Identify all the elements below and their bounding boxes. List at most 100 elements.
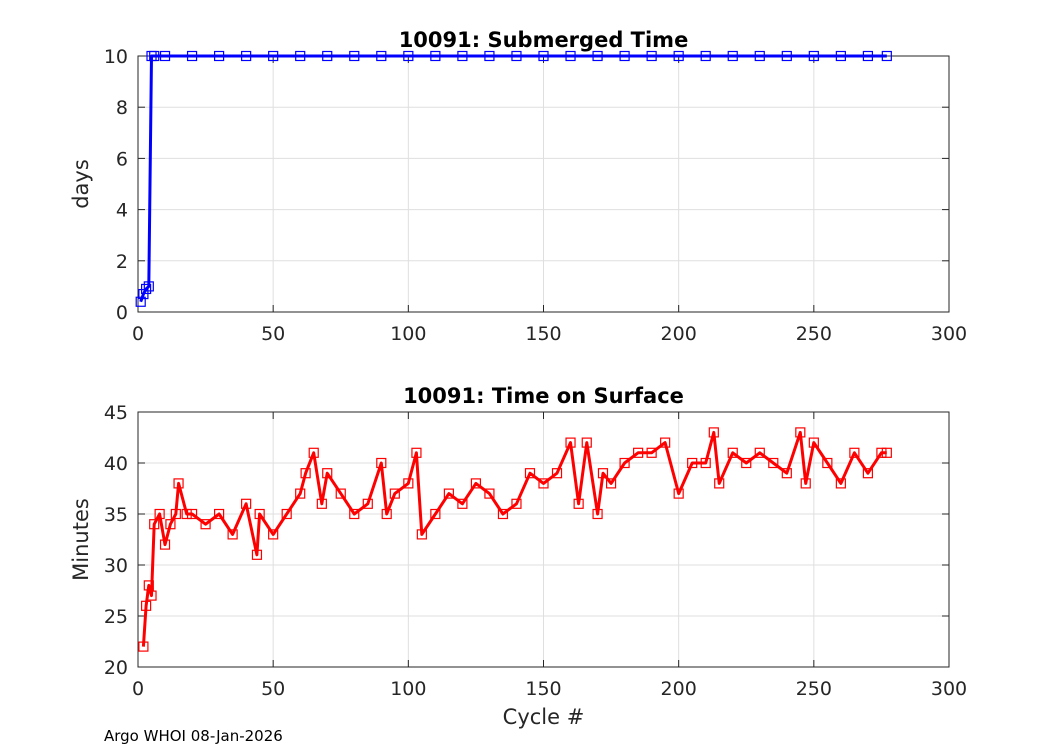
bottom-y-tick-label: 30	[104, 555, 128, 577]
top-data-point	[592, 50, 603, 62]
bottom-x-tick-label: 200	[661, 678, 697, 700]
top-data-point	[214, 50, 225, 62]
bottom-data-point	[268, 529, 279, 540]
top-data-point	[727, 50, 738, 62]
bottom-data-point	[457, 498, 468, 509]
bottom-data-point	[581, 437, 592, 448]
top-x-tick-label: 200	[661, 323, 697, 345]
bottom-data-point	[165, 519, 176, 530]
top-data-point	[159, 50, 171, 62]
top-data-point	[673, 50, 684, 62]
bottom-y-tick-label: 25	[104, 606, 128, 628]
top-data-point	[143, 281, 154, 292]
bottom-data-point	[159, 539, 171, 550]
bottom-data-point	[416, 529, 427, 540]
bottom-data-point	[149, 519, 160, 530]
bottom-data-point	[362, 498, 373, 509]
top-x-tick-label: 50	[261, 323, 285, 345]
top-y-tick-label: 10	[104, 46, 128, 68]
bottom-data-point	[143, 580, 154, 591]
bottom-data-point	[214, 508, 225, 520]
bottom-x-tick-label: 150	[525, 678, 561, 700]
bottom-data-point	[470, 478, 482, 489]
top-y-axis-label: days	[69, 159, 93, 209]
bottom-data-point	[673, 488, 684, 499]
top-x-tick-label: 250	[796, 323, 832, 345]
top-x-tick-label: 150	[525, 323, 561, 345]
bottom-data-point	[660, 437, 671, 448]
surface-time-plot: 0 50 100 150 200 250 300 20 25 30 35 40 45 10091: Tim…	[69, 384, 967, 729]
top-x-tick-label: 0	[132, 323, 144, 345]
top-y-tick-label: 4	[116, 200, 128, 222]
bottom-data-point	[316, 498, 327, 509]
bottom-data-point	[849, 447, 860, 458]
top-data-point	[403, 50, 414, 62]
top-data-point	[268, 50, 279, 62]
bottom-data-point	[141, 600, 152, 611]
bottom-data-point	[443, 488, 454, 499]
bottom-data-point	[605, 478, 617, 489]
top-data-point	[138, 288, 149, 300]
bottom-data-point	[633, 447, 644, 458]
bottom-data-point	[768, 457, 779, 469]
bottom-y-tick-label: 45	[104, 402, 128, 424]
top-series-line	[139, 54, 887, 303]
top-data-point	[430, 50, 441, 62]
top-x-tick-label: 300	[931, 323, 967, 345]
top-data-point	[700, 50, 711, 62]
top-data-point	[457, 50, 468, 62]
bottom-data-point	[411, 447, 422, 458]
bottom-data-point	[170, 508, 181, 520]
bottom-data-point	[430, 508, 441, 520]
top-data-point	[881, 50, 892, 62]
top-data-point	[646, 50, 657, 62]
bottom-x-tick-label: 0	[132, 678, 144, 700]
bottom-data-point	[565, 437, 576, 448]
top-data-point	[241, 50, 252, 62]
bottom-data-point	[281, 508, 292, 520]
bottom-data-point	[800, 478, 811, 489]
top-data-point	[538, 50, 549, 62]
top-data-point	[376, 50, 387, 62]
bottom-data-point	[700, 457, 711, 469]
top-data-point	[484, 50, 495, 62]
bottom-data-point	[714, 478, 725, 489]
bottom-x-tick-label: 300	[931, 678, 967, 700]
bottom-data-point	[808, 437, 819, 448]
top-data-point	[808, 50, 819, 62]
bottom-series-line	[141, 430, 887, 647]
bottom-data-point	[349, 508, 360, 520]
bottom-data-point	[308, 447, 319, 458]
bottom-data-point	[322, 468, 333, 479]
bottom-y-tick-label: 40	[104, 453, 128, 475]
bottom-data-point	[551, 468, 563, 479]
top-data-point	[511, 50, 522, 62]
bottom-data-point	[781, 468, 792, 479]
bottom-chart-title: 10091: Time on Surface	[403, 384, 684, 408]
bottom-data-point	[254, 508, 265, 520]
bottom-y-tick-label: 35	[104, 504, 128, 526]
bottom-data-point	[511, 498, 522, 509]
top-y-tick-label: 0	[116, 302, 128, 324]
top-data-point	[835, 50, 846, 62]
bottom-data-point	[538, 478, 549, 489]
bottom-data-point	[881, 447, 892, 458]
bottom-x-axis-label: Cycle #	[503, 705, 585, 729]
bottom-data-point	[484, 488, 495, 499]
bottom-data-point	[524, 468, 536, 479]
bottom-data-point	[497, 508, 509, 520]
bottom-data-point	[403, 478, 414, 489]
bottom-data-point	[619, 457, 630, 469]
top-data-point	[349, 50, 360, 62]
top-y-tick-label: 6	[116, 148, 128, 170]
bottom-data-point	[592, 508, 603, 520]
top-data-point	[862, 50, 874, 62]
top-data-point	[565, 50, 576, 62]
bottom-data-point	[181, 508, 192, 520]
bottom-y-tick-label: 20	[104, 657, 128, 679]
bottom-data-point	[251, 549, 263, 560]
bottom-data-point	[389, 488, 400, 499]
bottom-data-point	[687, 457, 698, 469]
bottom-data-point	[335, 488, 346, 499]
